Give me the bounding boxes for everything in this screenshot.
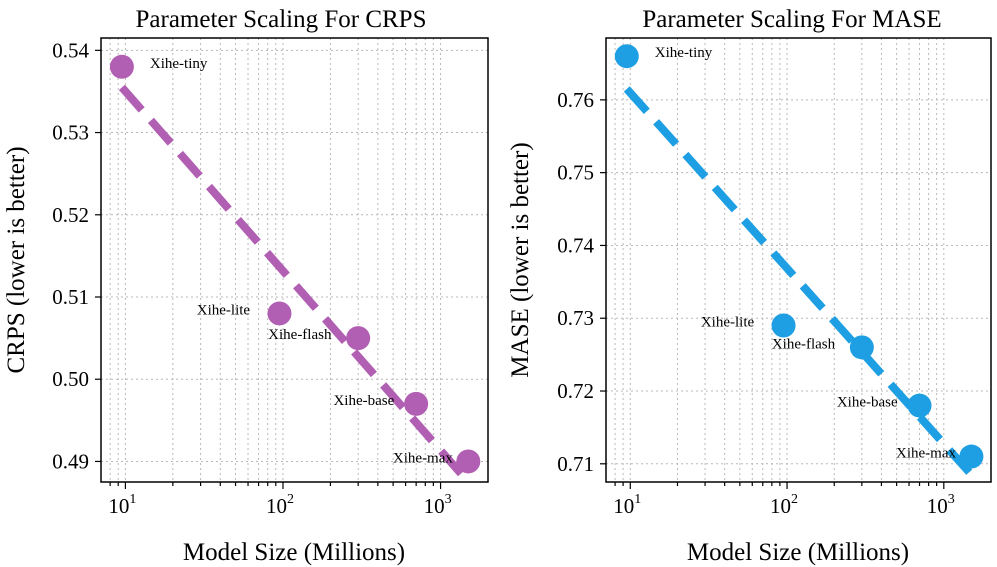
point-label: Xihe-tiny <box>655 45 713 61</box>
x-tick-base: 10 <box>927 494 948 518</box>
point-label: Xihe-max <box>896 446 956 462</box>
y-tick-label: 0.75 <box>557 161 594 185</box>
x-tick-base: 10 <box>108 494 129 518</box>
y-axis-label: MASE (lower is better) <box>507 142 534 377</box>
x-tick-base: 10 <box>266 494 287 518</box>
x-tick-label: 103 <box>424 492 452 518</box>
x-axis-label: Model Size (Millions) <box>687 539 909 566</box>
data-point <box>849 335 874 360</box>
y-tick-label: 0.52 <box>52 203 89 227</box>
x-tick-exponent: 3 <box>948 492 955 507</box>
data-points: Xihe-tiny Xihe-lite Xihe-flash Xihe-base Xih… <box>109 54 481 474</box>
plot-frame <box>100 37 489 483</box>
y-axis-label: CRPS (lower is better) <box>3 146 30 373</box>
y-tick-label: 0.50 <box>52 367 89 391</box>
data-point <box>109 54 134 79</box>
data-points: Xihe-tiny Xihe-lite Xihe-flash Xihe-base Xih… <box>614 44 984 469</box>
data-point <box>267 301 292 326</box>
chart-title: Parameter Scaling For MASE <box>642 6 941 33</box>
x-tick-label: 102 <box>266 492 294 518</box>
mase-chart: Parameter Scaling For MASE Xihe-tinyXihe… <box>507 6 992 566</box>
point-label: Xihe-tiny <box>150 56 208 72</box>
data-point <box>456 449 481 474</box>
y-tick-label: 0.74 <box>557 233 594 257</box>
x-axis-label: Model Size (Millions) <box>183 539 405 566</box>
data-point <box>907 393 932 418</box>
y-tick-label: 0.71 <box>557 452 594 476</box>
data-point <box>959 444 984 469</box>
y-tick-label: 0.76 <box>557 88 594 112</box>
x-tick-exponent: 1 <box>634 492 641 507</box>
chart-title: Parameter Scaling For CRPS <box>136 6 427 33</box>
crps-chart: Parameter Scaling For CRPS Xihe-tinyXihe… <box>3 6 489 566</box>
point-label: Xihe-base <box>837 395 898 411</box>
data-point <box>771 313 796 338</box>
point-label: Xihe-max <box>393 450 453 466</box>
x-tick-exponent: 2 <box>287 492 294 507</box>
point-label: Xihe-flash <box>268 327 332 343</box>
point-label: Xihe-base <box>333 393 394 409</box>
y-tick-label: 0.53 <box>52 121 89 145</box>
point-label: Xihe-lite <box>701 315 755 331</box>
x-tick-base: 10 <box>613 494 634 518</box>
x-tick-base: 10 <box>424 494 445 518</box>
x-tick-label: 102 <box>770 492 798 518</box>
x-tick-exponent: 1 <box>129 492 136 507</box>
x-tick-label: 103 <box>927 492 955 518</box>
data-point <box>346 326 371 351</box>
point-label: Xihe-flash <box>772 336 836 352</box>
plot-frame <box>605 37 992 483</box>
point-label: Xihe-lite <box>197 302 251 318</box>
grid <box>101 38 488 482</box>
data-point <box>614 44 639 69</box>
y-tick-label: 0.73 <box>557 306 594 330</box>
x-tick-label: 101 <box>108 492 136 518</box>
grid <box>606 38 991 482</box>
x-tick-exponent: 2 <box>791 492 798 507</box>
y-tick-label: 0.54 <box>52 38 89 62</box>
x-tick-label: 101 <box>613 492 641 518</box>
x-tick-base: 10 <box>770 494 791 518</box>
data-point <box>404 391 429 416</box>
x-tick-exponent: 3 <box>445 492 452 507</box>
y-tick-label: 0.51 <box>52 285 89 309</box>
y-tick-label: 0.72 <box>557 379 594 403</box>
y-tick-label: 0.49 <box>52 449 89 473</box>
